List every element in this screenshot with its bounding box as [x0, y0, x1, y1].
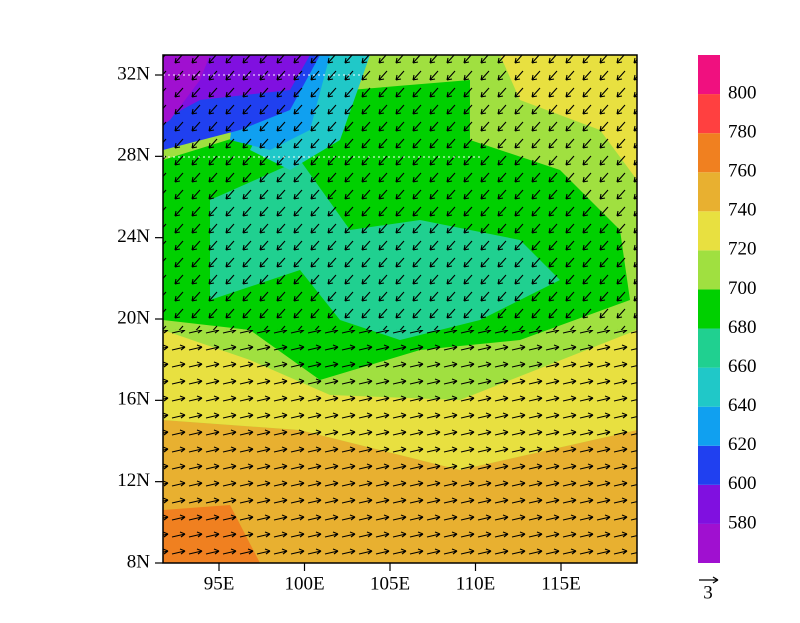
colorbar-box [698, 250, 720, 290]
y-tick-label: 32N [117, 63, 150, 84]
axes: 32N 28N 24N 20N 16N 12N 8N 95E 100E 105E 110E 115E [117, 63, 580, 594]
y-tick-label: 16N [117, 389, 150, 410]
colorbar-box [698, 133, 720, 173]
colorbar-box [698, 406, 720, 446]
colorbar-label: 780 [728, 122, 757, 143]
colorbar-label: 700 [728, 278, 757, 299]
colorbar-label: 600 [728, 473, 757, 494]
colorbar-box [698, 523, 720, 563]
y-tick-label: 12N [117, 470, 150, 491]
colorbar-label: 620 [728, 434, 757, 455]
colorbar-label: 660 [728, 356, 757, 377]
colorbar-label: 740 [728, 200, 757, 221]
colorbar-box [698, 211, 720, 251]
colorbar-label: 760 [728, 161, 757, 182]
vector-reference: 3 [699, 576, 719, 603]
colorbar-box [698, 367, 720, 407]
colorbar-label: 720 [728, 239, 757, 260]
colorbar-box [698, 328, 720, 368]
colorbar-box [698, 94, 720, 134]
colorbar-box [698, 172, 720, 212]
y-tick-label: 28N [117, 145, 150, 166]
field [163, 55, 637, 563]
x-tick-label: 110E [456, 573, 495, 594]
colorbar-label: 640 [728, 395, 757, 416]
x-tick-label: 95E [204, 573, 235, 594]
vector-reference-label: 3 [703, 582, 713, 603]
y-tick-label: 24N [117, 226, 150, 247]
colorbar-box [698, 484, 720, 524]
colorbar-label: 800 [728, 82, 757, 103]
x-tick-label: 100E [284, 573, 324, 594]
plot-frame [162, 54, 638, 564]
colorbar-label: 680 [728, 317, 757, 338]
colorbar-box [698, 55, 720, 95]
y-tick-label: 20N [117, 307, 150, 328]
y-tick-label: 8N [127, 551, 151, 572]
colorbar-label: 580 [728, 512, 757, 533]
colorbar-box [698, 445, 720, 485]
colorbar-box [698, 289, 720, 329]
colorbar: 580 600 620 640 660 680 700 720 740 760 780 800 [698, 55, 757, 563]
x-tick-label: 115E [541, 573, 580, 594]
x-tick-label: 105E [370, 573, 410, 594]
